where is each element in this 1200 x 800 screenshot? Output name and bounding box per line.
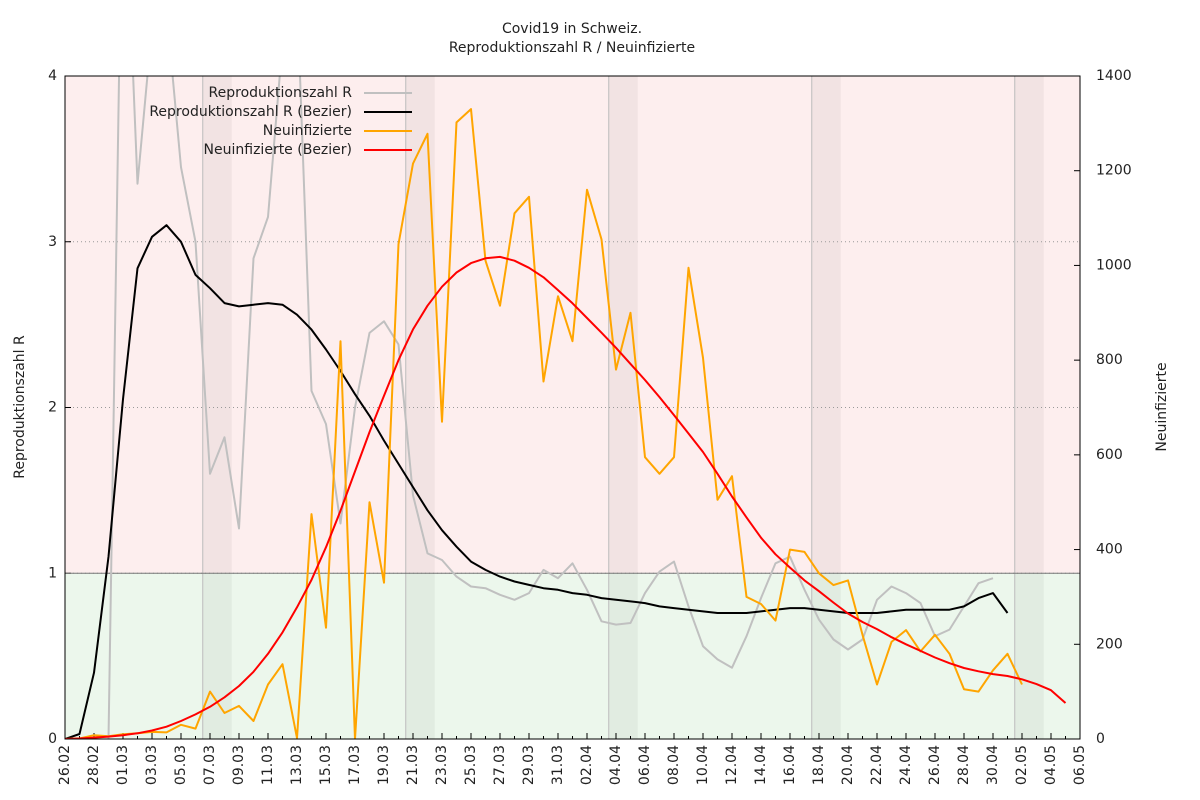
x-tick-label: 24.04 <box>898 745 914 785</box>
y2-tick-label: 1200 <box>1096 163 1132 179</box>
x-tick-label: 04.05 <box>1043 745 1059 785</box>
x-tick-label: 11.03 <box>260 745 276 785</box>
plot-lines <box>65 76 1067 739</box>
x-tick-label: 07.03 <box>202 745 218 785</box>
y-tick-label: 3 <box>48 234 57 250</box>
chart-subtitle: Reproduktionszahl R / Neuinfizierte <box>449 40 695 56</box>
x-tick-label: 04.04 <box>608 745 624 785</box>
y-tick-label: 0 <box>48 731 57 747</box>
x-tick-label: 15.03 <box>318 745 334 785</box>
y-tick-label: 2 <box>48 400 57 416</box>
x-tick-label: 06.05 <box>1072 745 1088 785</box>
plot-frame <box>64 75 1081 740</box>
y2-tick-label: 800 <box>1096 352 1123 368</box>
legend-label: Neuinfizierte (Bezier) <box>204 142 352 158</box>
x-tick-label: 17.03 <box>347 745 363 785</box>
x-tick-label: 05.03 <box>173 745 189 785</box>
x-tick-label: 01.03 <box>115 745 131 785</box>
x-tick-label: 02.04 <box>579 745 595 785</box>
y2-tick-label: 1000 <box>1096 257 1132 273</box>
y-tick-label: 4 <box>48 68 57 84</box>
y2-axis-label: Neuinfizierte <box>1154 362 1170 451</box>
x-tick-label: 25.03 <box>463 745 479 785</box>
x-tick-label: 09.03 <box>231 745 247 785</box>
x-tick-label: 30.04 <box>985 745 1001 785</box>
chart-title: Covid19 in Schweiz. <box>502 21 642 37</box>
x-tick-label: 29.03 <box>521 745 537 785</box>
y-axis-label: Reproduktionszahl R <box>12 335 28 479</box>
x-tick-label: 27.03 <box>492 745 508 785</box>
x-tick-label: 22.04 <box>869 745 885 785</box>
x-tick-label: 31.03 <box>550 745 566 785</box>
x-tick-label: 26.04 <box>927 745 943 785</box>
x-tick-label: 08.04 <box>666 745 682 785</box>
week-band <box>811 76 841 739</box>
x-tick-label: 18.04 <box>811 745 827 785</box>
zone-above <box>65 76 1080 574</box>
x-tick-label: 12.04 <box>724 745 740 785</box>
legend-label: Reproduktionszahl R <box>209 85 353 101</box>
x-tick-label: 16.04 <box>782 745 798 785</box>
y2-tick-label: 400 <box>1096 542 1123 558</box>
x-tick-label: 02.05 <box>1014 745 1030 785</box>
y-tick-label: 1 <box>48 565 57 581</box>
x-tick-label: 26.02 <box>57 745 73 785</box>
series-line <box>65 108 1023 739</box>
x-tick-label: 23.03 <box>434 745 450 785</box>
x-tick-label: 06.04 <box>637 745 653 785</box>
y2-tick-label: 1400 <box>1096 68 1132 84</box>
y2-tick-label: 200 <box>1096 636 1123 652</box>
legend-label: Reproduktionszahl R (Bezier) <box>149 104 352 120</box>
x-tick-label: 14.04 <box>753 745 769 785</box>
legend-label: Neuinfizierte <box>263 123 352 139</box>
x-tick-label: 13.03 <box>289 745 305 785</box>
series-line <box>65 224 1009 739</box>
zone-below <box>65 573 1080 739</box>
series-line <box>65 255 1067 739</box>
x-tick-label: 03.03 <box>144 745 160 785</box>
x-tick-label: 28.02 <box>86 745 102 785</box>
series-line <box>107 76 994 739</box>
y2-tick-label: 0 <box>1096 731 1105 747</box>
y2-tick-label: 600 <box>1096 447 1123 463</box>
x-tick-label: 28.04 <box>956 745 972 785</box>
x-tick-label: 10.04 <box>695 745 711 785</box>
x-tick-label: 21.03 <box>405 745 421 785</box>
x-tick-label: 20.04 <box>840 745 856 785</box>
x-tick-label: 19.03 <box>376 745 392 785</box>
